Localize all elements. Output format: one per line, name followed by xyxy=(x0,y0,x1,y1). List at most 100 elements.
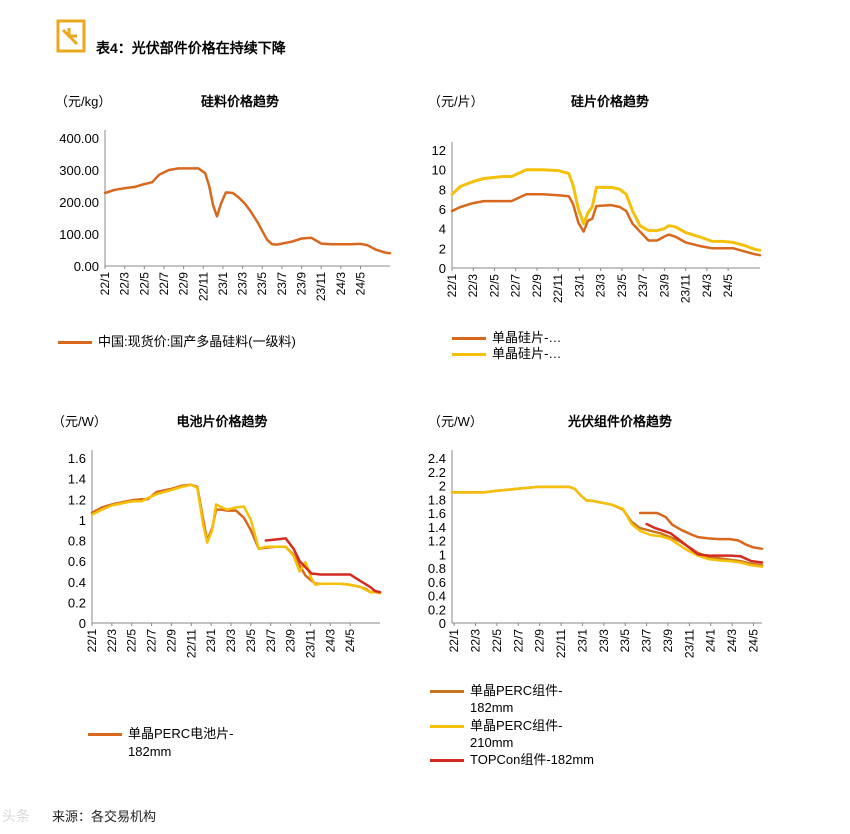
y-tick-label: 2.4 xyxy=(428,451,446,466)
x-tick-label: 22/5 xyxy=(137,272,151,296)
x-tick-label: 22/7 xyxy=(157,272,171,296)
x-tick-label: 22/11 xyxy=(554,629,568,658)
x-tick-label: 23/7 xyxy=(636,274,650,298)
x-tick-label: 22/5 xyxy=(125,629,139,653)
legend-swatch xyxy=(430,690,464,693)
x-tick-label: 22/11 xyxy=(551,274,565,303)
x-tick-label: 22/9 xyxy=(177,272,191,296)
source-label: 来源： xyxy=(52,809,92,824)
y-tick-label: 100.00 xyxy=(59,227,99,242)
unit-label: （元/W） xyxy=(428,414,483,429)
y-tick-label: 8 xyxy=(439,182,446,197)
watermark: 头条 xyxy=(2,808,30,824)
cell-price-chart: （元/W） 电池片价格趋势 0 0.2 0.4 0.6 0.8 1 1.2 1.4 1.6 22/1 2… xyxy=(52,414,382,658)
x-tick-label: 22/3 xyxy=(105,629,119,653)
x-tick-label: 24/3 xyxy=(323,629,337,653)
unit-label: （元/kg） xyxy=(55,94,111,109)
series-line-1 xyxy=(103,167,392,255)
unit-label: （元/片） xyxy=(428,94,484,109)
chart-title: 电池片价格趋势 xyxy=(176,414,267,429)
y-tick-label: 0.2 xyxy=(68,595,86,610)
series-line-3 xyxy=(264,537,382,594)
series-line-3 xyxy=(638,511,764,551)
x-tick-label: 23/3 xyxy=(224,629,238,653)
y-tick-label: 300.00 xyxy=(59,163,99,178)
y-tick-label: 12 xyxy=(432,143,446,158)
x-tick-label: 23/1 xyxy=(216,272,230,296)
x-tick-label: 23/9 xyxy=(295,272,309,296)
x-tick-label: 24/5 xyxy=(354,272,368,296)
y-tick-label: 400.00 xyxy=(59,131,99,146)
x-tick-label: 22/9 xyxy=(530,274,544,298)
y-tick-label: 0 xyxy=(439,261,446,276)
x-tick-label: 24/1 xyxy=(704,629,718,653)
x-tick-label: 23/3 xyxy=(594,274,608,298)
x-tick-label: 24/5 xyxy=(721,274,735,298)
x-tick-label: 22/5 xyxy=(487,274,501,298)
x-tick-label: 24/3 xyxy=(700,274,714,298)
x-tick-label: 23/5 xyxy=(255,272,269,296)
x-tick-label: 22/3 xyxy=(466,274,480,298)
y-tick-label: 4 xyxy=(439,222,446,237)
y-tick-label: 1.2 xyxy=(428,534,446,549)
series-line-1 xyxy=(450,193,762,257)
x-tick-label: 23/3 xyxy=(597,629,611,653)
wafer-price-chart: （元/片） 硅片价格趋势 0 2 4 6 8 10 12 22/1 22/3 22/5 22/7 22/9… xyxy=(428,94,762,303)
x-tick-label: 22/5 xyxy=(490,629,504,653)
y-tick-label: 6 xyxy=(439,202,446,217)
x-tick-label: 22/3 xyxy=(469,629,483,653)
x-tick-label: 22/1 xyxy=(98,272,112,296)
x-tick-label: 22/7 xyxy=(511,629,525,653)
series-line-2 xyxy=(90,483,382,595)
x-tick-label: 22/11 xyxy=(196,272,210,301)
x-tick-label: 23/5 xyxy=(615,274,629,298)
x-tick-label: 22/7 xyxy=(509,274,523,298)
x-tick-label: 23/11 xyxy=(679,274,693,303)
x-tick-label: 24/3 xyxy=(334,272,348,296)
legend-label: TOPCon组件-182mm xyxy=(470,752,595,767)
legend-swatch xyxy=(452,353,486,356)
x-tick-label: 23/11 xyxy=(682,629,696,658)
x-tick-label: 22/1 xyxy=(447,629,461,653)
x-tick-label: 24/5 xyxy=(746,629,760,653)
y-tick-label: 1.4 xyxy=(428,520,446,535)
x-tick-label: 23/5 xyxy=(618,629,632,653)
legend-label: 210mm xyxy=(470,735,514,750)
x-tick-label: 23/9 xyxy=(284,629,298,653)
legend-label: 单晶PERC组件- xyxy=(470,683,563,698)
x-tick-label: 23/1 xyxy=(204,629,218,653)
legend-label: 单晶PERC电池片- xyxy=(128,726,234,741)
y-tick-label: 0 xyxy=(439,616,446,631)
x-tick-label: 22/7 xyxy=(145,629,159,653)
y-tick-label: 1.4 xyxy=(68,472,86,487)
y-tick-label: 0.6 xyxy=(68,554,86,569)
y-tick-label: 0.4 xyxy=(428,589,446,604)
y-tick-label: 200.00 xyxy=(59,195,99,210)
x-tick-label: 23/7 xyxy=(640,629,654,653)
y-tick-label: 0.00 xyxy=(74,259,99,274)
source-text: 各交易机构 xyxy=(91,809,157,824)
chart-title: 硅片价格趋势 xyxy=(571,94,649,109)
legend-label: 单晶PERC组件- xyxy=(470,718,563,733)
legend-label: 单晶硅片-… xyxy=(492,346,562,361)
legend-swatch xyxy=(430,759,464,762)
legend-swatch xyxy=(430,725,464,728)
y-tick-label: 2.2 xyxy=(428,465,446,480)
legend-label: 182mm xyxy=(128,744,172,759)
x-tick-label: 23/7 xyxy=(275,272,289,296)
series-line-4 xyxy=(645,522,764,564)
source-note: 来源：各交易机构 xyxy=(52,806,156,825)
x-tick-label: 23/3 xyxy=(236,272,250,296)
y-tick-label: 1.6 xyxy=(428,506,446,521)
x-tick-label: 22/11 xyxy=(184,629,198,658)
report-logo-icon xyxy=(56,19,86,53)
x-tick-label: 22/9 xyxy=(533,629,547,653)
legend-label: 182mm xyxy=(470,700,514,715)
chart-title: 光伏组件价格趋势 xyxy=(567,414,672,429)
x-tick-label: 23/5 xyxy=(244,629,258,653)
x-tick-label: 22/9 xyxy=(164,629,178,653)
series-line-2 xyxy=(450,485,764,568)
polysilicon-price-chart: （元/kg） 硅料价格趋势 0.00 100.00 200.00 300.00 400.00… xyxy=(55,94,392,301)
y-tick-label: 1.2 xyxy=(68,492,86,507)
y-tick-label: 1 xyxy=(439,547,446,562)
